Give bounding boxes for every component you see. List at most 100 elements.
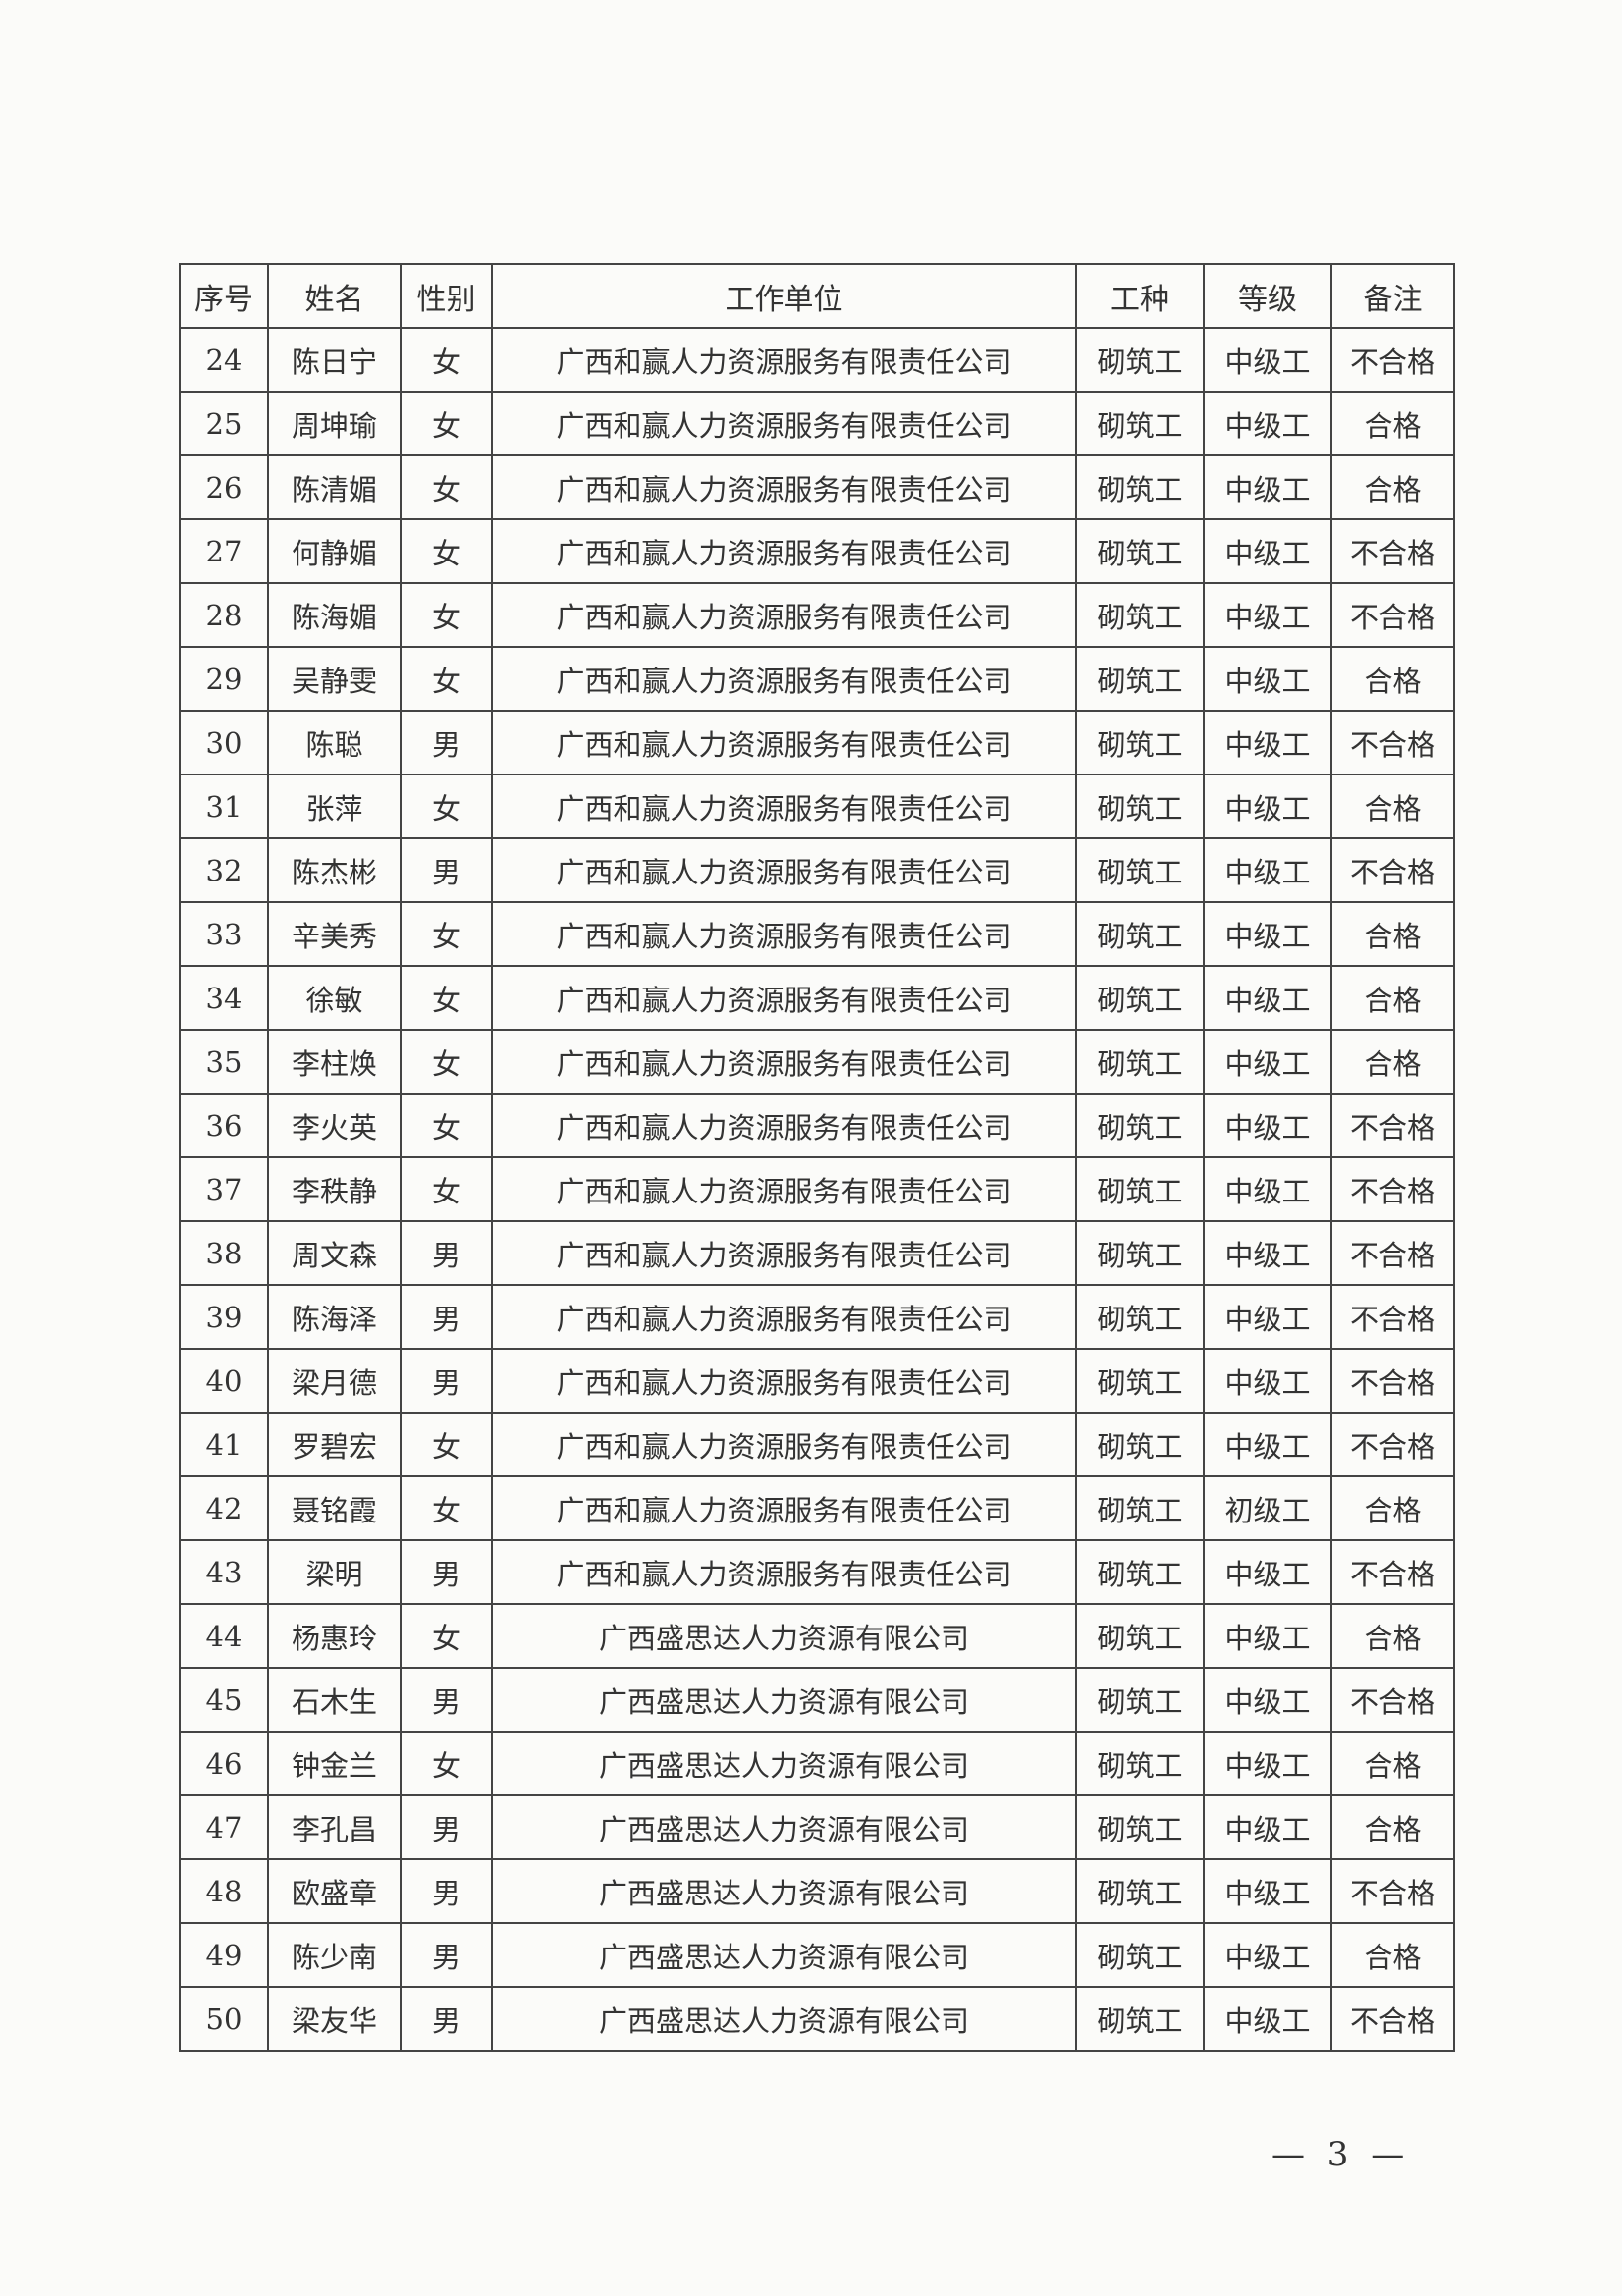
cell-name: 陈聪 [267,710,402,775]
cell-gender: 男 [400,1858,493,1924]
cell-seq: 27 [179,518,269,584]
cell-employer: 广西和赢人力资源服务有限责任公司 [491,710,1077,775]
cell-name: 吴静雯 [267,646,402,712]
cell-level: 中级工 [1203,646,1332,712]
cell-trade: 砌筑工 [1075,1922,1205,1988]
cell-seq: 26 [179,454,269,520]
cell-trade: 砌筑工 [1075,837,1205,903]
cell-name: 陈杰彬 [267,837,402,903]
header-remark: 备注 [1330,263,1455,329]
cell-gender: 男 [400,1986,493,2052]
cell-level: 中级工 [1203,391,1332,456]
cell-remark: 不合格 [1330,1284,1455,1350]
header-level: 等级 [1203,263,1332,329]
cell-name: 辛美秀 [267,901,402,967]
table-row: 50 梁友华男广西盛思达人力资源有限公司 砌筑工 中级工 不合格 [179,1986,1455,2052]
cell-name: 钟金兰 [267,1731,402,1796]
cell-seq: 25 [179,391,269,456]
cell-employer: 广西和赢人力资源服务有限责任公司 [491,774,1077,839]
cell-trade: 砌筑工 [1075,1794,1205,1860]
cell-level: 中级工 [1203,454,1332,520]
header-seq: 序号 [179,263,269,329]
table-header-row: 序号 姓名 性别 工作单位 工种 等级 备注 [179,263,1455,329]
cell-level: 中级工 [1203,1220,1332,1286]
cell-gender: 女 [400,901,493,967]
cell-seq: 50 [179,1986,269,2052]
cell-gender: 女 [400,1731,493,1796]
cell-level: 中级工 [1203,1029,1332,1095]
cell-name: 陈日宁 [267,327,402,393]
cell-level: 中级工 [1203,837,1332,903]
table-row: 49 陈少南男广西盛思达人力资源有限公司 砌筑工 中级工 合格 [179,1922,1455,1988]
cell-name: 周文森 [267,1220,402,1286]
cell-gender: 女 [400,391,493,456]
table-row: 43 梁明男广西和赢人力资源服务有限责任公司 砌筑工 中级工 不合格 [179,1539,1455,1605]
cell-level: 中级工 [1203,1093,1332,1158]
cell-trade: 砌筑工 [1075,1858,1205,1924]
cell-gender: 男 [400,1794,493,1860]
table-row: 47 李孔昌男广西盛思达人力资源有限公司 砌筑工 中级工 合格 [179,1794,1455,1860]
cell-trade: 砌筑工 [1075,1539,1205,1605]
cell-seq: 34 [179,965,269,1031]
cell-remark: 不合格 [1330,710,1455,775]
cell-employer: 广西和赢人力资源服务有限责任公司 [491,1412,1077,1477]
cell-name: 陈少南 [267,1922,402,1988]
cell-seq: 41 [179,1412,269,1477]
cell-level: 中级工 [1203,1731,1332,1796]
cell-remark: 不合格 [1330,1667,1455,1733]
cell-gender: 女 [400,1093,493,1158]
cell-employer: 广西盛思达人力资源有限公司 [491,1667,1077,1733]
table-row: 30 陈聪男广西和赢人力资源服务有限责任公司 砌筑工 中级工 不合格 [179,710,1455,775]
cell-name: 陈海媚 [267,582,402,648]
cell-name: 李孔昌 [267,1794,402,1860]
cell-seq: 33 [179,901,269,967]
cell-level: 中级工 [1203,1156,1332,1222]
cell-seq: 40 [179,1348,269,1414]
cell-name: 石木生 [267,1667,402,1733]
cell-employer: 广西和赢人力资源服务有限责任公司 [491,1475,1077,1541]
cell-name: 李柱焕 [267,1029,402,1095]
cell-gender: 女 [400,646,493,712]
cell-seq: 24 [179,327,269,393]
cell-name: 罗碧宏 [267,1412,402,1477]
table-row: 40 梁月德男广西和赢人力资源服务有限责任公司 砌筑工 中级工 不合格 [179,1348,1455,1414]
cell-employer: 广西盛思达人力资源有限公司 [491,1986,1077,2052]
cell-seq: 28 [179,582,269,648]
cell-trade: 砌筑工 [1075,391,1205,456]
cell-name: 梁明 [267,1539,402,1605]
cell-name: 陈清媚 [267,454,402,520]
cell-gender: 男 [400,1667,493,1733]
table-row: 25 周坤瑜女广西和赢人力资源服务有限责任公司 砌筑工 中级工 合格 [179,391,1455,456]
table-row: 26 陈清媚女广西和赢人力资源服务有限责任公司 砌筑工 中级工 合格 [179,454,1455,520]
cell-trade: 砌筑工 [1075,710,1205,775]
cell-name: 聂铭霞 [267,1475,402,1541]
cell-name: 欧盛章 [267,1858,402,1924]
table-row: 39 陈海泽男广西和赢人力资源服务有限责任公司 砌筑工 中级工 不合格 [179,1284,1455,1350]
cell-level: 中级工 [1203,1922,1332,1988]
cell-remark: 不合格 [1330,1412,1455,1477]
cell-seq: 39 [179,1284,269,1350]
cell-employer: 广西和赢人力资源服务有限责任公司 [491,965,1077,1031]
cell-seq: 46 [179,1731,269,1796]
cell-gender: 男 [400,1539,493,1605]
cell-seq: 35 [179,1029,269,1095]
table-row: 36 李火英女广西和赢人力资源服务有限责任公司 砌筑工 中级工 不合格 [179,1093,1455,1158]
cell-employer: 广西和赢人力资源服务有限责任公司 [491,901,1077,967]
cell-level: 中级工 [1203,710,1332,775]
cell-employer: 广西和赢人力资源服务有限责任公司 [491,646,1077,712]
cell-level: 中级工 [1203,327,1332,393]
table-row: 41 罗碧宏女广西和赢人力资源服务有限责任公司 砌筑工 中级工 不合格 [179,1412,1455,1477]
table-row: 44 杨惠玲女广西盛思达人力资源有限公司 砌筑工 中级工 合格 [179,1603,1455,1669]
cell-seq: 47 [179,1794,269,1860]
cell-level: 中级工 [1203,1667,1332,1733]
cell-level: 中级工 [1203,1539,1332,1605]
cell-trade: 砌筑工 [1075,1731,1205,1796]
cell-employer: 广西和赢人力资源服务有限责任公司 [491,391,1077,456]
cell-trade: 砌筑工 [1075,1667,1205,1733]
cell-remark: 不合格 [1330,837,1455,903]
cell-employer: 广西和赢人力资源服务有限责任公司 [491,1284,1077,1350]
cell-level: 中级工 [1203,1986,1332,2052]
cell-remark: 不合格 [1330,1858,1455,1924]
cell-trade: 砌筑工 [1075,1986,1205,2052]
cell-employer: 广西和赢人力资源服务有限责任公司 [491,837,1077,903]
